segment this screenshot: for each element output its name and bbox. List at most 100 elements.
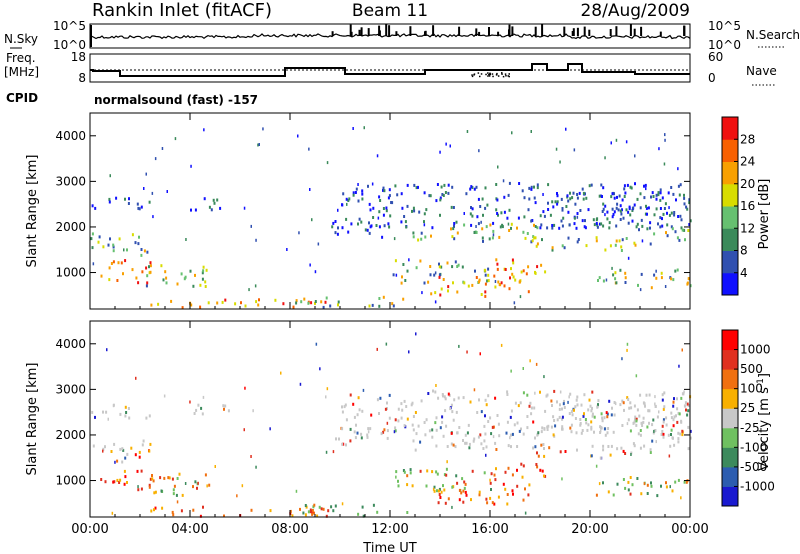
power-cell [387, 222, 390, 226]
velocity-cell [450, 431, 453, 435]
velocity-cell [641, 424, 644, 427]
power-cell [519, 295, 522, 299]
velocity-cell [650, 481, 652, 485]
power-cell [588, 184, 591, 188]
velocity-cell [495, 467, 497, 471]
power-cell [497, 280, 500, 284]
velocity-cell [635, 419, 638, 423]
power-cell [614, 243, 617, 247]
power-cell [216, 198, 219, 202]
power-cell [485, 225, 488, 229]
velocity-cell [546, 425, 549, 429]
velocity-cell [423, 421, 426, 424]
nave-dot [489, 72, 491, 75]
velocity-cell [302, 511, 305, 515]
velocity-cell [478, 398, 480, 402]
power-cell [443, 183, 446, 187]
power-cell [577, 238, 580, 241]
velocity-cell [366, 435, 369, 439]
velocity-cell [477, 435, 480, 439]
power-cell [115, 196, 118, 200]
velocity-cell [665, 485, 668, 489]
velocity-cell [479, 433, 482, 437]
velocity-cell [313, 503, 316, 507]
velocity-cell [516, 484, 519, 488]
velocity-cell [520, 427, 522, 431]
velocity-cell [622, 449, 625, 453]
velocity-cell [509, 436, 511, 440]
velocity-cell [354, 436, 357, 440]
power-cell [661, 196, 664, 200]
power-cell [634, 154, 636, 158]
power-cell [469, 212, 472, 216]
velocity-cell [313, 511, 315, 515]
power-ylabel: Slant Range [km] [25, 155, 40, 268]
nave-dot [508, 75, 510, 78]
velocity-cell [123, 469, 126, 473]
power-cell [511, 258, 514, 262]
power-cell [657, 191, 660, 195]
power-cell [657, 193, 660, 197]
power-cell [145, 172, 147, 176]
power-cell [596, 217, 599, 221]
velocity-cell [379, 396, 382, 400]
velocity-cell [689, 436, 692, 440]
power-cell [337, 300, 340, 304]
velocity-colorbar-tick-label: 25 [740, 401, 755, 415]
velocity-colorbar-label: Velocity [m s-1] [756, 373, 772, 471]
velocity-cell [670, 433, 672, 436]
power-cell [137, 281, 140, 285]
velocity-cell [494, 478, 497, 482]
power-cell [556, 194, 559, 198]
power-cell [587, 208, 590, 212]
power-cell [453, 224, 455, 228]
velocity-colorbar-swatch [722, 466, 738, 487]
power-cell [127, 202, 130, 205]
nave-dot [501, 73, 503, 75]
power-cell [120, 261, 123, 265]
velocity-cell [327, 509, 330, 513]
power-cell [401, 206, 404, 210]
power-cell [620, 212, 623, 216]
velocity-cell [356, 413, 359, 417]
cpid-label: CPID [6, 91, 38, 105]
power-cell [439, 196, 442, 200]
velocity-cell [434, 390, 437, 394]
power-cell [170, 299, 173, 303]
velocity-cell [255, 465, 257, 469]
power-cell [491, 236, 494, 240]
velocity-cell [484, 398, 487, 402]
power-cell [533, 196, 536, 200]
nsky-line [89, 33, 691, 40]
power-cell [470, 185, 473, 189]
power-cell [539, 226, 542, 230]
power-cell [122, 272, 124, 276]
power-cell [624, 281, 627, 284]
power-cell [643, 184, 645, 188]
nsky-spike [367, 28, 370, 36]
power-cell [393, 237, 396, 241]
velocity-cell [122, 448, 125, 452]
power-cell [527, 290, 530, 294]
velocity-cell [512, 492, 514, 496]
velocity-cell [102, 449, 104, 453]
power-cell [94, 206, 97, 210]
velocity-cell [591, 406, 593, 410]
power-ytick-label: 2000 [55, 220, 86, 234]
velocity-cell [151, 477, 154, 481]
velocity-cell [559, 450, 562, 454]
power-cell [388, 188, 391, 192]
power-cell [614, 271, 617, 275]
nsky-spike [478, 31, 481, 36]
velocity-cell [148, 449, 151, 453]
power-cell [509, 276, 511, 280]
power-cell [500, 281, 503, 285]
power-cell [604, 204, 607, 208]
power-cell [377, 216, 380, 220]
power-cell [450, 205, 453, 209]
power-cell [602, 224, 605, 228]
power-cell [124, 197, 126, 201]
velocity-cell [309, 508, 312, 512]
power-cell [674, 230, 677, 234]
power-cell [487, 279, 490, 283]
